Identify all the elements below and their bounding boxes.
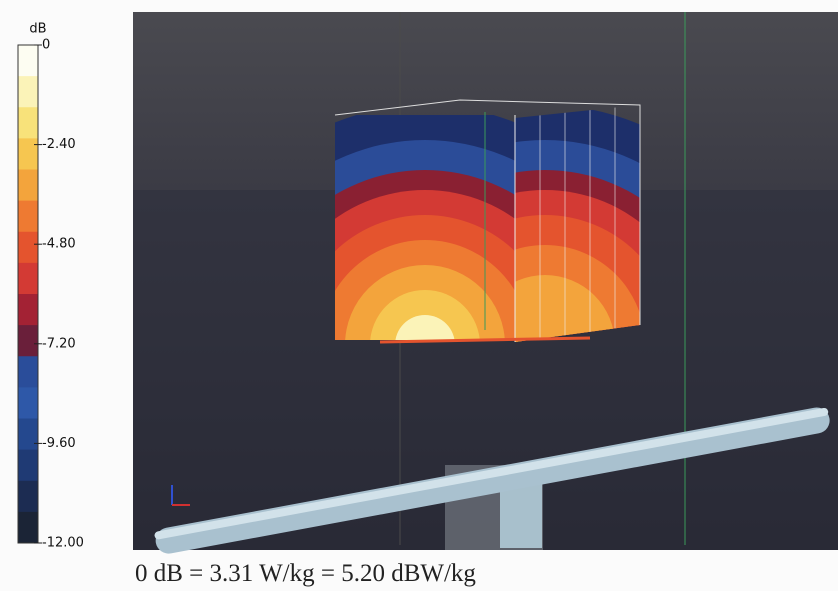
colorbar-tick-label: -9.60 <box>42 436 76 451</box>
colorbar-band <box>18 480 38 513</box>
colorbar-band <box>18 45 38 77</box>
colorbar-band <box>18 138 38 170</box>
colorbar-frame <box>17 44 39 544</box>
colorbar-band <box>18 294 38 326</box>
colorbar-band <box>18 511 38 544</box>
colorbar-band <box>18 107 38 139</box>
colorbar-unit: dB <box>29 22 46 37</box>
colorbar-band <box>18 76 38 108</box>
colorbar-band <box>18 356 38 388</box>
colorbar-band <box>18 200 38 233</box>
colorbar-tick-label: -7.20 <box>42 336 76 351</box>
colorbar-band <box>18 262 38 295</box>
colorbar-band <box>18 231 38 264</box>
caption: 0 dB = 3.31 W/kg = 5.20 dBW/kg <box>135 560 476 587</box>
colorbar-tick-label: -4.80 <box>42 237 76 252</box>
colorbar-band <box>18 449 38 482</box>
scene <box>133 12 838 554</box>
colorbar-band <box>18 387 38 419</box>
colorbar-tick-label: 0 <box>42 38 50 53</box>
colorbar-band <box>18 169 38 202</box>
colorbar-tick-label: -12.00 <box>42 536 84 551</box>
colorbar-band <box>18 325 38 357</box>
colorbar-tick-label: -2.40 <box>42 137 76 152</box>
colorbar-band <box>18 418 38 451</box>
